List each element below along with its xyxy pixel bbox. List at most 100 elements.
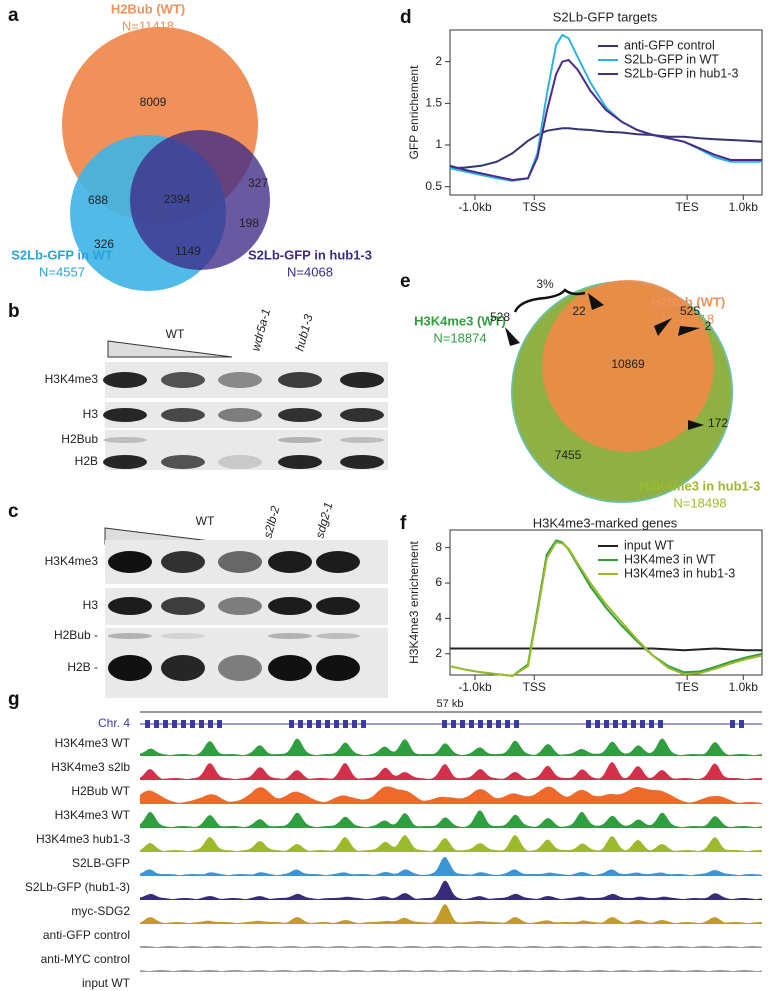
gene-block [460, 720, 465, 728]
gene-block [451, 720, 456, 728]
venn-count: 525 [680, 304, 700, 318]
gene-block [289, 720, 294, 728]
row-label: H2B [75, 454, 98, 468]
track-signal [140, 786, 762, 804]
venn-count: 326 [94, 237, 114, 251]
track-label: S2Lb-GFP (hub1-3) [25, 880, 130, 894]
panel-letter: a [8, 5, 19, 26]
blot-band [103, 372, 147, 388]
gene-block [325, 720, 330, 728]
blot-band [268, 633, 312, 639]
blot-band [218, 408, 262, 422]
set-name: S2Lb-GFP in hub1-3 [248, 247, 372, 262]
gene-block [154, 720, 159, 728]
row-label: H3K4me3 [45, 372, 99, 386]
set-size: N=18498 [673, 495, 726, 510]
y-tick-label: 8 [435, 540, 442, 554]
gene-block [739, 720, 744, 728]
panel-letter: g [8, 689, 20, 710]
track-label: anti-MYC control [41, 952, 130, 966]
blot-band [340, 372, 384, 388]
blot-band [278, 372, 322, 388]
gene-block [604, 720, 609, 728]
lane-label: WT [166, 327, 185, 341]
series-line [449, 127, 763, 170]
blot-band [108, 655, 152, 681]
row-label: H3 [83, 407, 99, 421]
set-size: N=11418 [122, 18, 174, 33]
row-label: H2B - [67, 660, 98, 674]
venn-count: 8009 [140, 95, 167, 109]
set-name: H2Bub (WT) [651, 294, 725, 309]
set-name: H3K4me3 (WT) [414, 313, 506, 328]
blot-band [340, 408, 384, 422]
y-axis-label: H3K4me3 enrichement [407, 540, 421, 663]
venn-count: 10869 [611, 357, 645, 371]
blot-band [218, 455, 262, 469]
blot-band [268, 597, 312, 615]
blot-band [278, 437, 322, 443]
track-label: anti-GFP control [43, 928, 130, 942]
gene-block [181, 720, 186, 728]
scale-label: 57 kb [437, 698, 464, 710]
gene-block [343, 720, 348, 728]
venn-count: 1149 [175, 244, 201, 258]
venn-count: 198 [239, 216, 259, 230]
venn-count: 528 [490, 310, 510, 324]
track-label: H3K4me3 hub1-3 [36, 832, 130, 846]
blot-band [161, 655, 205, 681]
gene-block [622, 720, 627, 728]
series-line [450, 647, 762, 652]
track-signal [140, 970, 762, 972]
track-signal [140, 904, 762, 924]
chromosome-label: Chr. 4 [98, 716, 130, 730]
gene-block [595, 720, 600, 728]
chart-title: H3K4me3-marked genes [533, 515, 678, 530]
set-name: S2Lb-GFP in WT [11, 247, 113, 262]
panel-letter: e [400, 271, 411, 292]
gene-block [298, 720, 303, 728]
blot-band [316, 655, 360, 681]
gene-block [199, 720, 204, 728]
track-label: myc-SDG2 [71, 904, 130, 918]
plot-frame [449, 529, 763, 676]
arrowhead [688, 420, 704, 430]
set-size: N=11418 [662, 311, 714, 326]
track-label: S2LB-GFP [72, 856, 130, 870]
gene-block [640, 720, 645, 728]
lane-label: WT [196, 514, 215, 528]
blot-band [316, 633, 360, 639]
x-tick-label: 1.0kb [729, 680, 759, 694]
gene-block [172, 720, 177, 728]
set-size: N=4068 [287, 264, 333, 279]
gene-block [217, 720, 222, 728]
blot-band [316, 551, 360, 573]
legend-label: input WT [624, 538, 674, 552]
y-tick-label: 0.5 [425, 179, 442, 193]
blot-band [108, 633, 152, 639]
gene-block [469, 720, 474, 728]
track-signal [140, 857, 762, 876]
venn-count: 172 [708, 416, 728, 430]
blot-band [218, 551, 262, 573]
gene-block [649, 720, 654, 728]
blot-band [161, 551, 205, 573]
set-name: H2Bub (WT) [111, 1, 185, 16]
y-tick-label: 1.5 [425, 96, 442, 110]
lane-label: wdr5a-1 [248, 307, 273, 353]
venn-circle [542, 280, 714, 452]
row-label: H2Bub [61, 432, 98, 446]
blot-band [340, 455, 384, 469]
track-signal [140, 946, 762, 948]
percent-label: 3% [536, 277, 554, 291]
gene-block [658, 720, 663, 728]
x-tick-label: TSS [523, 200, 546, 214]
row-label: H3K4me3 [45, 554, 99, 568]
y-tick-label: 6 [435, 575, 442, 589]
gene-block [730, 720, 735, 728]
x-tick-label: TES [675, 200, 698, 214]
legend-label: S2Lb-GFP in hub1-3 [624, 66, 738, 80]
track-signal [140, 762, 762, 780]
track-signal [140, 810, 762, 828]
